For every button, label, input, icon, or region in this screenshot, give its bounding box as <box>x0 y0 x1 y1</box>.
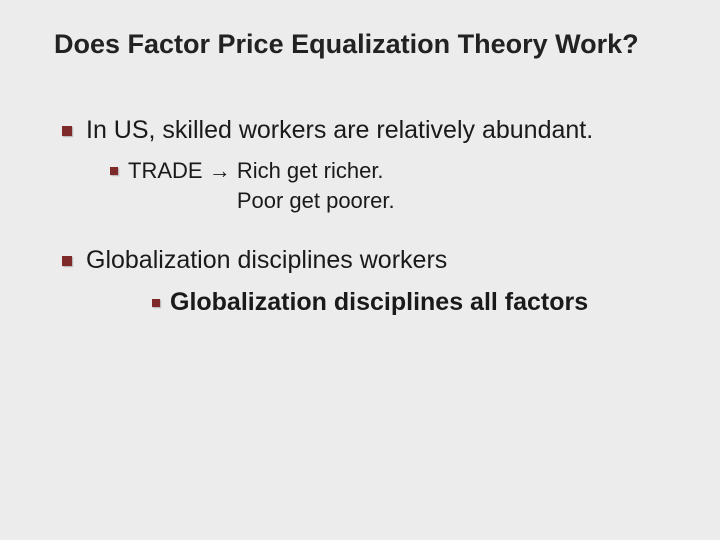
point-2a-text: Globalization disciplines all factors <box>170 286 588 319</box>
trade-line2: Poor get poorer. <box>237 188 395 213</box>
point-1a-text: TRADE → Rich get richer. Poor get poorer… <box>128 156 395 215</box>
slide: Does Factor Price Equalization Theory Wo… <box>0 0 720 540</box>
arrow-icon: → <box>209 156 231 186</box>
bullet-item-1: In US, skilled workers are relatively ab… <box>62 114 676 147</box>
square-bullet-icon <box>62 256 72 266</box>
point-1-text: In US, skilled workers are relatively ab… <box>86 114 593 147</box>
trade-line1: Rich get richer. <box>237 158 384 183</box>
bullet-item-2: Globalization disciplines workers <box>62 244 676 277</box>
point-2-text: Globalization disciplines workers <box>86 244 447 277</box>
square-bullet-icon <box>152 299 160 307</box>
bullet-item-1a: TRADE → Rich get richer. Poor get poorer… <box>110 156 676 215</box>
square-bullet-icon <box>62 126 72 136</box>
trade-outcome: Rich get richer. Poor get poorer. <box>237 156 395 215</box>
slide-title: Does Factor Price Equalization Theory Wo… <box>54 28 676 62</box>
bullet-item-2a: Globalization disciplines all factors <box>152 286 676 319</box>
trade-label: TRADE <box>128 156 203 186</box>
square-bullet-icon <box>110 167 118 175</box>
